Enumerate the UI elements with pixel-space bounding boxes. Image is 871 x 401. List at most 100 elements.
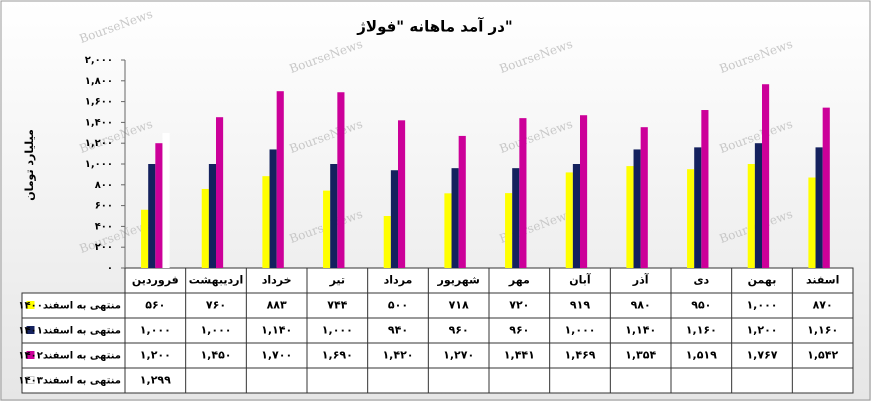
value-label: ۷۲۰ bbox=[509, 299, 529, 312]
bar bbox=[512, 168, 520, 268]
value-label: ۱,۳۵۴ bbox=[625, 349, 656, 362]
value-label: ۱,۴۶۹ bbox=[564, 349, 595, 362]
value-label: ۹۴۰ bbox=[388, 324, 408, 337]
bar bbox=[626, 166, 634, 268]
legend-swatch bbox=[26, 326, 35, 334]
legend-swatch bbox=[26, 301, 35, 309]
x-tick-label: مهر bbox=[508, 274, 530, 287]
value-label: ۱,۰۰۰ bbox=[564, 324, 595, 337]
bar bbox=[269, 149, 277, 268]
value-label: ۱,۱۶۰ bbox=[686, 324, 717, 337]
y-axis-label: میلیارد تومان bbox=[23, 129, 36, 201]
bar bbox=[451, 168, 459, 268]
value-label: ۷۴۴ bbox=[327, 299, 347, 312]
bar bbox=[390, 170, 398, 268]
value-label: ۱,۱۴۰ bbox=[261, 324, 292, 337]
bar bbox=[822, 107, 830, 268]
value-label: ۵۶۰ bbox=[145, 299, 165, 312]
x-tick-label: تیر bbox=[329, 274, 345, 287]
bar bbox=[383, 216, 391, 268]
bar bbox=[323, 190, 331, 268]
value-label: ۱,۱۶۰ bbox=[807, 324, 838, 337]
y-tick-label: ۲,۰۰۰ bbox=[85, 55, 113, 66]
legend-swatch bbox=[26, 351, 35, 359]
value-label: ۷۱۸ bbox=[449, 299, 469, 312]
value-label: ۹۶۰ bbox=[509, 324, 529, 337]
bar bbox=[694, 147, 702, 268]
x-tick-label: اردیبهشت bbox=[189, 274, 243, 287]
value-label: ۱,۲۰۰ bbox=[140, 349, 171, 362]
value-label: ۹۵۰ bbox=[691, 299, 711, 312]
value-label: ۱,۲۷۰ bbox=[443, 349, 474, 362]
bar bbox=[565, 172, 573, 268]
value-label: ۱,۲۰۰ bbox=[746, 324, 777, 337]
bar bbox=[148, 164, 156, 268]
value-label: ۱,۴۲۰ bbox=[382, 349, 413, 362]
x-tick-label: شهریور bbox=[437, 274, 480, 287]
y-tick-label: ۱,۴۰۰ bbox=[85, 117, 113, 128]
x-tick-label: دی bbox=[693, 274, 709, 287]
bar bbox=[747, 164, 755, 268]
value-label: ۱,۰۰۰ bbox=[200, 324, 231, 337]
bar bbox=[155, 143, 163, 268]
value-label: ۱,۴۴۱ bbox=[504, 349, 535, 362]
bar bbox=[201, 188, 209, 268]
value-label: ۱,۰۰۰ bbox=[746, 299, 777, 312]
value-label: ۵۰۰ bbox=[388, 299, 408, 312]
value-label: ۱,۷۰۰ bbox=[261, 349, 292, 362]
value-label: ۱,۷۶۷ bbox=[746, 349, 777, 362]
y-tick-label: ۸۰۰ bbox=[95, 180, 113, 191]
y-tick-label: ۱,۰۰۰ bbox=[85, 159, 113, 170]
y-tick-label: ۱,۸۰۰ bbox=[85, 76, 113, 87]
bar bbox=[141, 209, 149, 268]
bar bbox=[640, 127, 648, 269]
x-tick-label: آذر bbox=[632, 273, 649, 287]
x-tick-label: بهمن bbox=[748, 274, 777, 287]
bar bbox=[701, 110, 709, 268]
bar bbox=[687, 169, 695, 268]
value-label: ۱,۰۰۰ bbox=[322, 324, 353, 337]
bar bbox=[337, 92, 345, 269]
bar bbox=[815, 147, 823, 268]
legend-swatch bbox=[26, 376, 35, 384]
bar bbox=[262, 176, 270, 268]
bar bbox=[580, 115, 588, 268]
bar bbox=[762, 84, 770, 269]
legend-label: منتهی به اسفند۱۴۰۳ bbox=[18, 376, 121, 387]
y-tick-label: ۲۰۰ bbox=[95, 242, 113, 253]
legend-label: منتهی به اسفند۱۴۰۰ bbox=[18, 301, 121, 312]
bar bbox=[808, 177, 816, 268]
value-label: ۹۶۰ bbox=[449, 324, 469, 337]
value-label: ۹۸۰ bbox=[631, 299, 651, 312]
value-label: ۱,۵۴۲ bbox=[807, 349, 838, 362]
bar bbox=[754, 143, 762, 268]
bar bbox=[216, 117, 224, 268]
bar bbox=[633, 149, 641, 268]
bar bbox=[444, 193, 452, 268]
value-label: ۷۶۰ bbox=[206, 299, 226, 312]
value-label: ۱,۶۹۰ bbox=[322, 349, 353, 362]
bar bbox=[505, 193, 513, 268]
value-label: ۱,۵۱۹ bbox=[686, 349, 717, 362]
value-label: ۱,۱۴۰ bbox=[625, 324, 656, 337]
x-tick-label: مرداد bbox=[384, 274, 413, 287]
bar bbox=[458, 135, 466, 268]
value-label: ۱,۰۰۰ bbox=[140, 324, 171, 337]
bar bbox=[398, 120, 406, 268]
bar bbox=[276, 91, 284, 268]
bar bbox=[572, 164, 580, 268]
x-tick-label: خرداد bbox=[262, 274, 292, 287]
bar bbox=[519, 118, 527, 268]
chart-title: در آمد ماهانه "فولاژ" bbox=[356, 18, 512, 36]
bar bbox=[162, 132, 170, 268]
y-tick-label: ۱,۶۰۰ bbox=[85, 97, 113, 108]
legend-label: منتهی به اسفند۱۴۰۱ bbox=[18, 326, 121, 337]
y-tick-label: ۴۰۰ bbox=[95, 221, 113, 232]
x-tick-label: فروردین bbox=[132, 274, 179, 287]
legend-label: منتهی به اسفند۱۴۰۲ bbox=[18, 351, 121, 362]
y-tick-label: ۰ bbox=[107, 263, 113, 274]
value-label: ۸۷۰ bbox=[813, 299, 833, 312]
y-tick-label: ۱,۲۰۰ bbox=[85, 138, 113, 149]
